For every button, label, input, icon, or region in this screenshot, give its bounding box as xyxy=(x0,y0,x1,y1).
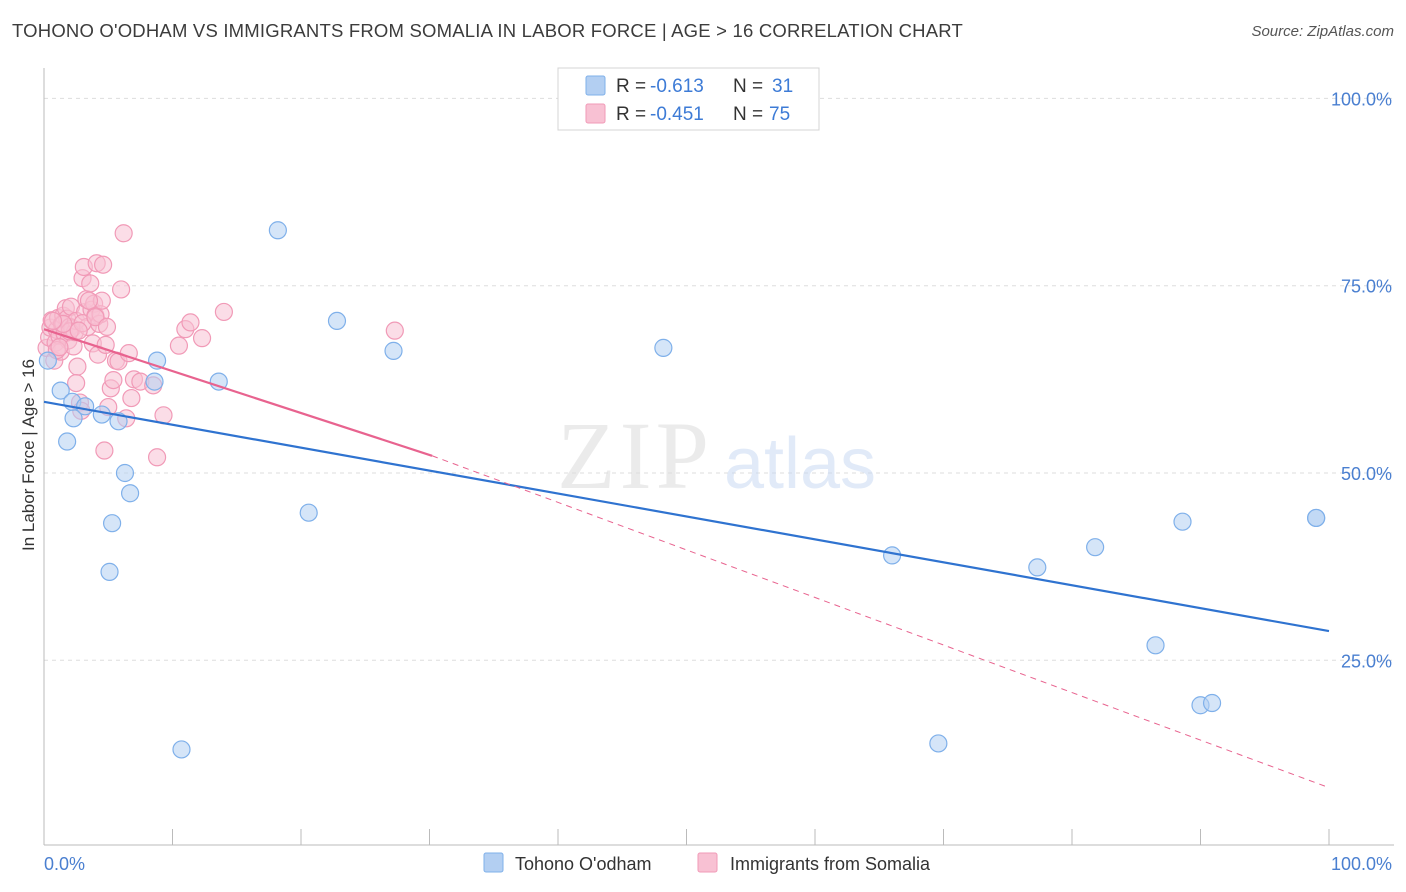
somalia-point xyxy=(86,308,105,327)
tohono-point xyxy=(299,503,318,522)
y-tick-label-75: 75.0% xyxy=(1341,277,1392,297)
tohono-point xyxy=(327,311,347,331)
x-tick-labels: 0.0% 100.0% xyxy=(44,854,1392,874)
gridlines xyxy=(44,97,1394,661)
tohono-points xyxy=(38,221,1326,759)
y-axis-label: In Labor Force | Age > 16 xyxy=(19,359,38,551)
somalia-point xyxy=(67,373,86,393)
somalia-point xyxy=(111,280,131,299)
tohono-point xyxy=(115,463,135,483)
x-tick-label-100: 100.0% xyxy=(1331,854,1392,874)
tohono-point xyxy=(103,514,122,533)
watermark-zip: ZIP xyxy=(557,402,713,509)
somalia-point xyxy=(385,321,404,340)
legend-r-label-2: R = xyxy=(616,104,651,125)
legend-swatch-blue xyxy=(585,75,606,96)
tohono-point xyxy=(1307,508,1326,528)
somalia-point xyxy=(50,338,69,357)
tohono-point xyxy=(109,412,128,431)
y-tick-label-25: 25.0% xyxy=(1341,651,1392,671)
trendline-tohono xyxy=(43,400,1330,633)
x-tick-label-0: 0.0% xyxy=(44,854,85,874)
somalia-point xyxy=(95,441,114,460)
bottom-legend-label-pink: Immigrants from Somalia xyxy=(730,854,931,874)
somalia-point xyxy=(94,255,113,274)
legend-n-value-2: 75 xyxy=(769,104,790,125)
somalia-point xyxy=(114,224,133,243)
tohono-point xyxy=(120,484,140,503)
y-tick-label-100: 100.0% xyxy=(1331,89,1392,109)
tohono-point xyxy=(38,351,57,370)
legend-n-label-2: N = xyxy=(733,104,768,125)
axes xyxy=(43,68,1394,846)
tohono-point xyxy=(76,397,95,416)
somalia-point xyxy=(122,388,141,408)
tohono-point xyxy=(268,221,287,240)
tohono-point xyxy=(1028,558,1047,577)
tohono-point xyxy=(1146,636,1165,655)
trendlines xyxy=(43,328,1330,789)
watermark: ZIP atlas xyxy=(557,402,876,509)
tohono-point xyxy=(51,381,70,400)
tohono-point xyxy=(384,341,403,360)
y-tick-label-50: 50.0% xyxy=(1341,464,1392,484)
somalia-point xyxy=(96,335,115,354)
series-legend: Tohono O'odham Immigrants from Somalia xyxy=(483,852,931,874)
somalia-point xyxy=(79,291,99,310)
tohono-point xyxy=(882,546,902,565)
legend-n-value-1: 31 xyxy=(772,76,793,97)
tohono-point xyxy=(654,338,673,357)
bottom-legend-swatch-blue xyxy=(483,852,504,873)
somalia-point xyxy=(81,274,100,293)
somalia-point xyxy=(214,302,233,322)
tohono-point xyxy=(172,740,191,759)
somalia-point xyxy=(69,321,88,340)
bottom-legend-label-blue: Tohono O'odham xyxy=(515,854,652,874)
somalia-point xyxy=(68,357,87,376)
somalia-point xyxy=(104,370,123,390)
trendline-somalia-extrapolated xyxy=(431,455,1330,789)
somalia-point xyxy=(147,448,167,467)
chart-title: TOHONO O'ODHAM VS IMMIGRANTS FROM SOMALI… xyxy=(12,20,963,41)
legend-r-value-1: -0.613 xyxy=(650,76,704,97)
tohono-point xyxy=(929,734,948,753)
trendline-somalia xyxy=(43,328,433,457)
somalia-point xyxy=(192,329,212,348)
tohono-point xyxy=(92,405,111,424)
somalia-point xyxy=(97,317,117,337)
tohono-point xyxy=(1086,538,1105,557)
somalia-point xyxy=(181,313,200,332)
somalia-point xyxy=(43,311,63,331)
stats-legend: R = -0.613 N = 31 R = -0.451 N = 75 xyxy=(557,67,820,131)
somalia-point xyxy=(169,336,189,355)
legend-swatch-pink xyxy=(585,103,606,124)
tohono-point xyxy=(145,372,164,391)
watermark-atlas: atlas xyxy=(724,424,876,504)
legend-r-label-1: R = xyxy=(616,76,651,97)
y-tick-labels: 25.0% 50.0% 75.0% 100.0% xyxy=(1331,89,1392,671)
legend-r-value-2: -0.451 xyxy=(650,104,704,125)
legend-n-label-1: N = xyxy=(733,76,768,97)
tohono-point xyxy=(1202,693,1222,713)
chart-source: Source: ZipAtlas.com xyxy=(1251,23,1394,40)
tohono-point xyxy=(100,562,119,581)
tohono-point xyxy=(58,432,77,451)
tohono-point xyxy=(1173,512,1192,531)
bottom-legend-swatch-pink xyxy=(697,852,718,873)
